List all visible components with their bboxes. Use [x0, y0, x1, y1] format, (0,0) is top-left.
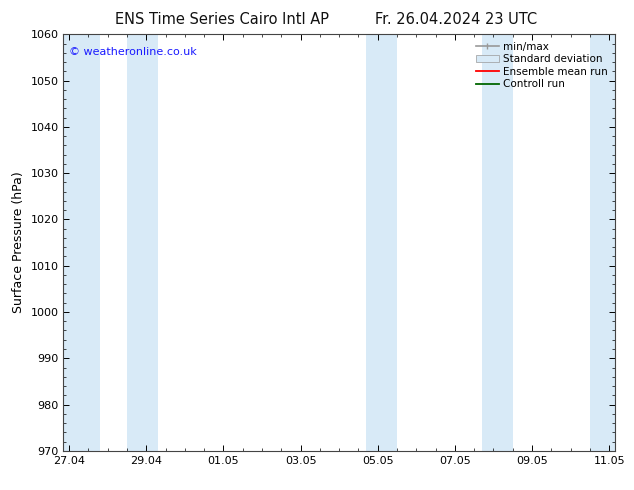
Bar [590, 34, 617, 451]
Bar [366, 34, 397, 451]
Y-axis label: Surface Pressure (hPa): Surface Pressure (hPa) [12, 172, 25, 314]
Bar [482, 34, 513, 451]
Bar [61, 34, 100, 451]
Legend: min/max, Standard deviation, Ensemble mean run, Controll run: min/max, Standard deviation, Ensemble me… [474, 40, 610, 92]
Text: ENS Time Series Cairo Intl AP: ENS Time Series Cairo Intl AP [115, 12, 329, 27]
Text: Fr. 26.04.2024 23 UTC: Fr. 26.04.2024 23 UTC [375, 12, 538, 27]
Text: © weatheronline.co.uk: © weatheronline.co.uk [69, 47, 197, 57]
Bar [127, 34, 158, 451]
